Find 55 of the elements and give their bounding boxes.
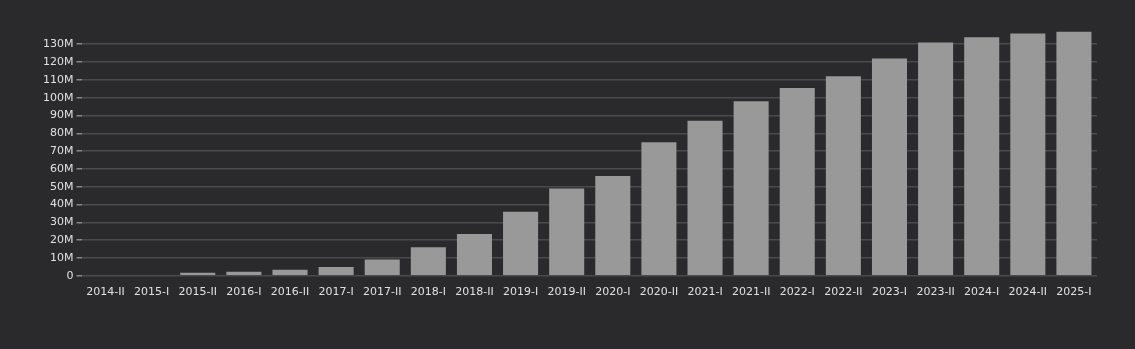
x-tick-label: 2018-I [410, 285, 446, 299]
bar [1056, 31, 1092, 276]
x-tick-label: 2017-II [363, 285, 402, 299]
bar [226, 271, 262, 276]
bar [1010, 33, 1046, 276]
bar [456, 234, 492, 276]
x-tick-label: 2015-II [178, 285, 217, 299]
y-tick-label: 100M [42, 90, 74, 104]
x-tick-label: 2015-I [134, 285, 170, 299]
y-tick-label: 20M [49, 233, 74, 247]
y-tick-label: 130M [42, 37, 74, 51]
bar [595, 176, 631, 276]
x-tick-label: 2017-I [318, 285, 354, 299]
x-tick-label: 2022-II [824, 285, 863, 299]
bar [272, 269, 308, 276]
y-tick-label: 40M [49, 197, 74, 211]
y-tick-label: 60M [49, 161, 74, 175]
y-tick-label: 50M [49, 179, 74, 193]
bar [918, 42, 954, 276]
x-tick-label: 2023-I [871, 285, 908, 299]
y-tick-label: 30M [49, 215, 74, 229]
y-tick-label: 10M [49, 250, 74, 264]
bar [779, 87, 815, 276]
bar [687, 120, 723, 276]
bar [733, 101, 769, 276]
y-tick-label: 110M [42, 72, 74, 86]
x-tick-label: 2021-I [687, 285, 723, 299]
x-tick-label: 2014-II [86, 285, 125, 299]
bar [364, 259, 400, 276]
y-tick-label: 120M [42, 54, 74, 68]
bar [549, 188, 585, 276]
x-tick-label: 2016-I [226, 285, 262, 299]
y-tick-label: 90M [49, 108, 74, 122]
x-tick-label: 2024-I [964, 285, 1000, 299]
x-tick-label: 2016-II [270, 285, 310, 299]
bar [503, 211, 539, 276]
bar [871, 58, 908, 276]
bar [825, 76, 861, 276]
x-tick-label: 2019-II [547, 285, 586, 299]
x-tick-label: 2025-I [1056, 285, 1092, 299]
x-tick-label: 2021-II [731, 285, 771, 299]
bar [641, 142, 677, 276]
y-tick-label: 70M [49, 143, 74, 157]
bar [410, 247, 446, 276]
x-tick-label: 2018-II [455, 285, 494, 299]
bar [318, 266, 354, 276]
x-tick-label: 2020-I [595, 285, 631, 299]
x-tick-label: 2024-II [1008, 285, 1048, 299]
x-tick-label: 2023-II [916, 285, 955, 299]
x-tick-label: 2019-I [502, 285, 539, 299]
y-tick-label: 0 [66, 268, 74, 282]
bar [964, 37, 1000, 276]
x-tick-label: 2022-I [779, 285, 815, 299]
y-tick-label: 80M [49, 126, 74, 140]
x-tick-label: 2020-II [639, 285, 679, 299]
